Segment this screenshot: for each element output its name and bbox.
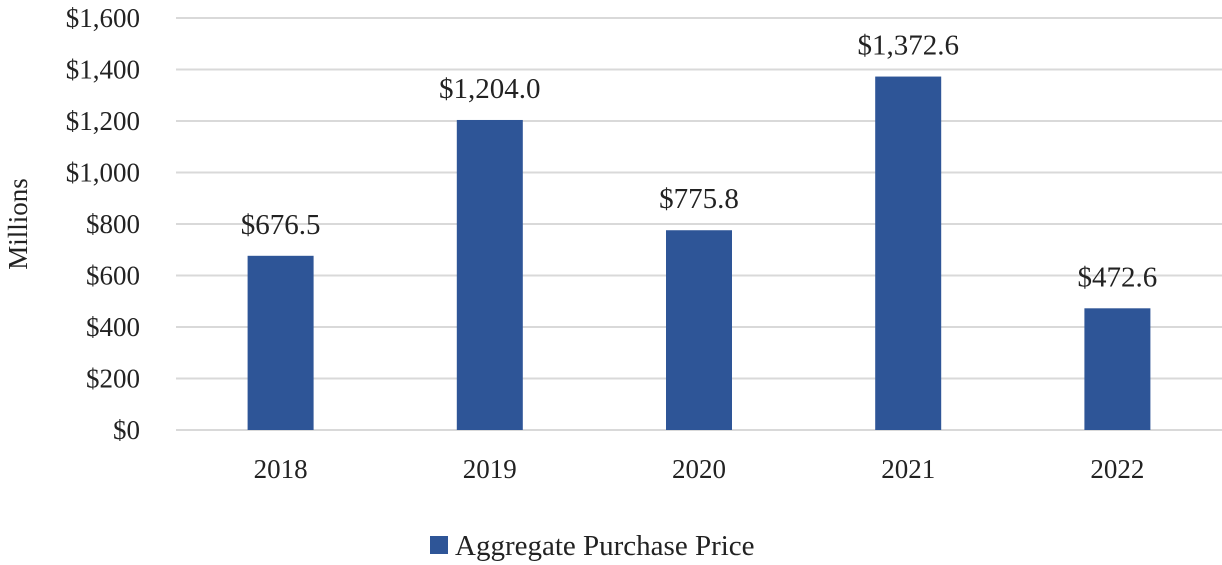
y-tick-label: $0: [113, 415, 140, 445]
y-tick-label: $1,600: [66, 3, 140, 33]
x-tick-label-2019: 2019: [463, 454, 517, 484]
bar-2019: [456, 119, 523, 430]
y-tick-label: $400: [86, 312, 140, 342]
y-tick-label: $1,400: [66, 55, 140, 85]
y-tick-label: $600: [86, 261, 140, 291]
y-tick-label: $800: [86, 209, 140, 239]
x-axis-ticks: 2018 2019 2020 2021 2022: [254, 454, 1145, 484]
y-tick-label: $1,200: [66, 106, 140, 136]
data-label-2018: $676.5: [241, 209, 321, 241]
data-label-2019: $1,204.0: [439, 73, 541, 105]
gridlines: [176, 17, 1222, 431]
legend-label: Aggregate Purchase Price: [455, 530, 755, 562]
x-tick-label-2021: 2021: [881, 454, 935, 484]
y-tick-label: $200: [86, 364, 140, 394]
bar-2021: [875, 76, 942, 431]
y-axis-label: Millions: [3, 178, 33, 270]
bar-2018: [247, 255, 314, 430]
data-label-2021: $1,372.6: [857, 30, 959, 62]
x-tick-label-2022: 2022: [1090, 454, 1144, 484]
data-label-2022: $472.6: [1078, 261, 1158, 293]
legend: Aggregate Purchase Price: [430, 530, 755, 562]
data-labels: $676.5 $1,204.0 $775.8 $1,372.6 $472.6: [241, 30, 1158, 294]
bars: [247, 76, 1151, 431]
x-tick-label-2018: 2018: [254, 454, 308, 484]
data-label-2020: $775.8: [659, 183, 739, 215]
bar-2022: [1084, 308, 1151, 430]
legend-swatch: [430, 536, 448, 554]
y-tick-label: $1,000: [66, 158, 140, 188]
y-axis-ticks: $0 $200 $400 $600 $800 $1,000 $1,200 $1,400 $1,6…: [66, 3, 140, 445]
bar-2020: [666, 230, 732, 430]
x-tick-label-2020: 2020: [672, 454, 726, 484]
